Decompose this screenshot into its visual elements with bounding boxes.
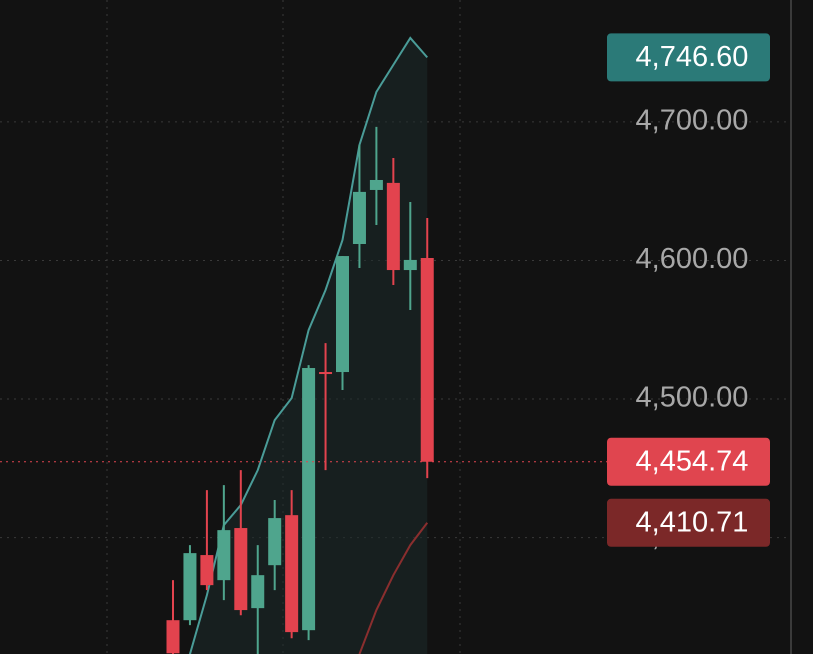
candle-body	[166, 620, 180, 654]
candle-body	[251, 575, 265, 609]
candle-body	[285, 515, 299, 633]
price-label: 4,746.60	[636, 41, 749, 73]
candle-body	[183, 553, 197, 621]
candle-body	[200, 555, 214, 586]
price-label-box	[607, 437, 770, 486]
candle-body	[386, 182, 400, 271]
candle-body	[302, 368, 316, 631]
candle-body	[369, 179, 383, 190]
candle-body	[319, 372, 333, 375]
candle-body	[420, 257, 434, 462]
price-label-box	[607, 498, 770, 547]
candle-body	[268, 518, 282, 566]
candle-body	[217, 530, 231, 581]
y-tick-label: 4,700.00	[636, 105, 749, 137]
candle-body	[403, 259, 417, 271]
band-fill	[189, 37, 428, 654]
price-label: 4,410.71	[636, 506, 749, 538]
price-label: 4,454.74	[636, 445, 749, 477]
y-tick-label: 4,500.00	[636, 382, 749, 414]
candle-body	[352, 191, 366, 245]
candle-body	[234, 528, 248, 611]
y-tick-label: 4,600.00	[636, 243, 749, 275]
band-line	[358, 522, 429, 654]
band-line	[188, 36, 429, 654]
price-label-box	[607, 33, 770, 82]
candle-body	[336, 256, 349, 373]
